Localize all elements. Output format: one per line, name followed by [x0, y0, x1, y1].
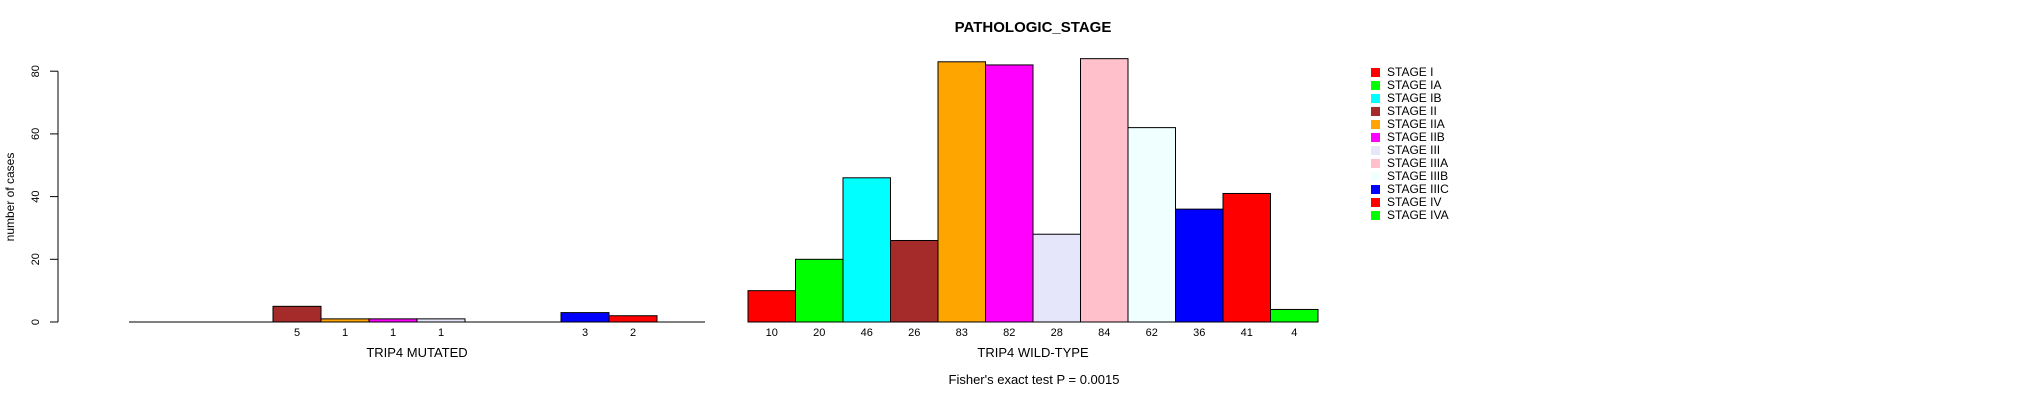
bar-trip4-wild-type-stage-iib: [985, 64, 1034, 323]
y-tick-label: 60: [30, 128, 42, 140]
y-tick-label: 20: [30, 253, 42, 265]
bar-trip4-wild-type-stage-i: [747, 290, 796, 323]
legend-item-stage-ii: STAGE II: [1371, 105, 1449, 118]
bar-trip4-wild-type-stage-iiic: [1175, 208, 1224, 323]
fisher-test-caption: Fisher's exact test P = 0.0015: [948, 372, 1120, 387]
legend: STAGE I STAGE IA STAGE IB STAGE II STAGE IIA…: [1371, 66, 1449, 222]
bar-value-label: 5: [294, 327, 300, 339]
legend-item-stage-iva: STAGE IVA: [1371, 209, 1449, 222]
bar-value-label: 36: [1193, 327, 1205, 339]
legend-swatch-stage-ii: [1371, 107, 1380, 116]
legend-label: STAGE IV: [1387, 195, 1442, 209]
legend-swatch-stage-i: [1371, 68, 1380, 77]
bar-trip4-mutated-stage-iib: [368, 318, 418, 323]
bar-value-label: 2: [630, 327, 636, 339]
bar-trip4-wild-type-stage-iva: [1270, 308, 1319, 323]
bar-value-label: 10: [766, 327, 778, 339]
legend-label: STAGE I: [1387, 65, 1434, 79]
bar-value-label: 1: [390, 327, 396, 339]
bar-value-label: 62: [1146, 327, 1158, 339]
legend-swatch-stage-iii: [1371, 146, 1380, 155]
bar-value-label: 20: [813, 327, 825, 339]
x-axis-label-mutated-group: TRIP4 MUTATED: [366, 345, 468, 360]
bar-value-label: 28: [1051, 327, 1063, 339]
legend-swatch-stage-iib: [1371, 133, 1380, 142]
legend-label: STAGE IIB: [1387, 130, 1445, 144]
legend-label: STAGE IB: [1387, 91, 1442, 105]
legend-swatch-stage-iiic: [1371, 185, 1380, 194]
legend-item-stage-i: STAGE I: [1371, 66, 1449, 79]
legend-item-stage-iv: STAGE IV: [1371, 196, 1449, 209]
bar-value-label: 82: [1003, 327, 1015, 339]
bar-value-label: 26: [908, 327, 920, 339]
y-tick-label: 0: [30, 319, 42, 325]
legend-label: STAGE II: [1387, 104, 1437, 118]
legend-label: STAGE IIIC: [1387, 182, 1449, 196]
legend-swatch-stage-iva: [1371, 211, 1380, 220]
legend-swatch-stage-ib: [1371, 94, 1380, 103]
bar-trip4-wild-type-stage-iii: [1032, 233, 1081, 323]
bar-trip4-wild-type-stage-ii: [890, 239, 939, 323]
bar-value-label: 1: [342, 327, 348, 339]
legend-item-stage-iii: STAGE III: [1371, 144, 1449, 157]
legend-swatch-stage-ia: [1371, 81, 1380, 90]
legend-label: STAGE IIA: [1387, 117, 1445, 131]
bar-value-label: 41: [1241, 327, 1253, 339]
legend-swatch-stage-iiib: [1371, 172, 1380, 181]
legend-item-stage-iia: STAGE IIA: [1371, 118, 1449, 131]
chart-title: PATHOLOGIC_STAGE: [954, 19, 1112, 36]
bar-trip4-mutated-stage-ii: [272, 305, 322, 323]
bar-value-label: 1: [438, 327, 444, 339]
bar-value-label: 84: [1098, 327, 1110, 339]
bar-value-label: 83: [956, 327, 968, 339]
bar-value-label: 46: [861, 327, 873, 339]
legend-swatch-stage-iia: [1371, 120, 1380, 129]
bar-trip4-wild-type-stage-iia: [937, 61, 986, 323]
bar-trip4-wild-type-stage-ia: [795, 258, 844, 323]
legend-label: STAGE IA: [1387, 78, 1442, 92]
bar-trip4-mutated-stage-iii: [416, 318, 466, 323]
bar-trip4-wild-type-stage-iv: [1222, 192, 1271, 323]
legend-item-stage-ib: STAGE IB: [1371, 92, 1449, 105]
legend-item-stage-iiic: STAGE IIIC: [1371, 183, 1449, 196]
bar-value-label: 3: [582, 327, 588, 339]
y-tick-label: 80: [30, 65, 42, 77]
bar-trip4-wild-type-stage-ib: [842, 177, 891, 323]
legend-label: STAGE IIIB: [1387, 169, 1449, 183]
legend-item-stage-iiia: STAGE IIIA: [1371, 157, 1449, 170]
x-axis-label-wildtype-group: TRIP4 WILD-TYPE: [977, 345, 1089, 360]
y-tick-label: 40: [30, 190, 42, 202]
legend-label: STAGE IVA: [1387, 208, 1449, 222]
bar-trip4-mutated-stage-iiic: [560, 312, 610, 323]
legend-label: STAGE IIIA: [1387, 156, 1449, 170]
y-axis-title: number of cases: [3, 152, 17, 242]
bar-value-label: 4: [1291, 327, 1297, 339]
legend-swatch-stage-iv: [1371, 198, 1380, 207]
bar-trip4-mutated-stage-iv: [608, 315, 658, 323]
bar-trip4-wild-type-stage-iiib: [1127, 127, 1176, 323]
bar-trip4-mutated-stage-iia: [320, 318, 370, 323]
bar-trip4-wild-type-stage-iiia: [1080, 58, 1129, 323]
legend-item-stage-iib: STAGE IIB: [1371, 131, 1449, 144]
legend-item-stage-iiib: STAGE IIIB: [1371, 170, 1449, 183]
legend-item-stage-ia: STAGE IA: [1371, 79, 1449, 92]
legend-swatch-stage-iiia: [1371, 159, 1380, 168]
legend-label: STAGE III: [1387, 143, 1441, 157]
